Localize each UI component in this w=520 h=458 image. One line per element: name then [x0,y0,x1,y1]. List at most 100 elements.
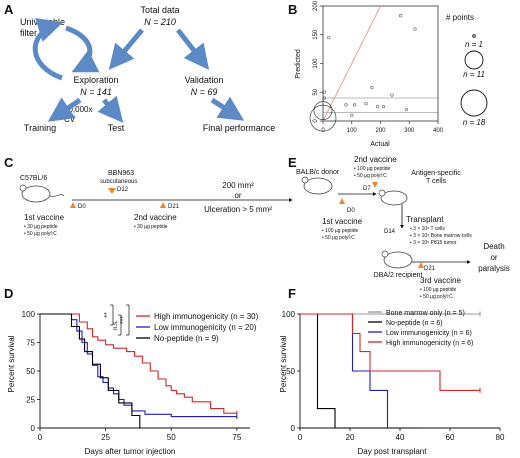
plot-b-point [327,35,331,40]
plot-d-sig-2: n.s. [113,320,119,330]
plot-d-sig-1: ** [104,312,111,318]
plot-f-legend: Bone marrow only (n = 5) No-peptide (n = … [368,310,473,347]
exploration-n: N = 141 [80,87,112,97]
plot-b-reference-lines [322,5,438,122]
cv-line1: 10,000x [64,105,92,114]
e-donor-label: BALB/c donor [296,169,340,176]
plot-b-points [309,14,417,132]
final-performance-label: Final performance [203,123,276,133]
c-d12: D12 [117,187,129,193]
univariable-filter-line2: filter [20,28,37,38]
arrow-loop-filter-up [32,18,63,81]
plot-b-point [322,96,327,100]
plot-f-xtick-label: 0 [298,433,303,442]
plot-b-xtick-label: 200 [375,128,386,134]
e-d14: D14 [384,229,396,235]
panel-a: A Total data N = 210 Univariable filter … [4,2,275,133]
plot-d-ytick-label: 75 [26,339,35,348]
panel-c-label: C [4,155,14,170]
legend-b-n11: n = 11 [463,70,485,79]
e-death-line1: Death [483,242,504,251]
e-transplant-line1: • 3 × 10⁶ T cells [410,226,445,232]
training-label: Training [24,123,56,133]
tcell-mouse-icon [378,189,408,206]
plot-d-legend-label: High immunogenicity (n = 30) [154,312,259,321]
c-vac2-marker [160,202,166,208]
cv-line2: CV [64,115,76,124]
e-death-line3: paralysis [478,264,510,273]
plot-f-ytick-label: 0 [291,424,296,433]
plot-d-xtick-label: 75 [232,433,241,442]
plot-f-ytick-label: 50 [286,367,295,376]
legend-b-n1: n = 1 [465,40,483,49]
exploration-title: Exploration [73,75,118,85]
plot-d-xlabel: Days after tumor injection [85,447,176,456]
c-vac1-line1: • 30 µg peptide [24,224,58,230]
plot-d-ytick-label: 100 [22,310,36,319]
total-data-n: N = 210 [144,17,176,27]
e-vac3-line1: • 100 µg peptide [420,287,457,293]
arrow-total-to-validation [176,28,210,70]
plot-b-point [370,85,374,90]
donor-mouse-icon [301,176,333,195]
legend-b-circle-medium [464,50,484,70]
panel-e: E BALB/c donor 2nd vaccine • 100 µg pept… [288,155,510,300]
e-vac1-title: 1st vaccine [322,217,363,226]
panel-e-label: E [288,155,297,170]
plot-d-xtick-label: 50 [167,433,176,442]
c-endpoint-line1: 200 mm² [222,181,254,190]
c-mouse-strain: C57BL/6 [20,175,47,182]
plot-d-lines [40,313,238,428]
e-vac2-title: 2nd vaccine [354,155,397,164]
e-antigen-line2: T cells [426,178,447,185]
panel-f: F 0 20 40 60 80 0 50 100 Bone marrow only (n = … [279,286,505,456]
panel-c: C C57BL/6 BBN963 subcutaneous D12 D0 1st… [4,155,293,237]
validation-title: Validation [185,75,224,85]
recipient-mouse-icon [381,250,413,269]
e-antigen-line1: Antigen-specific [411,170,461,177]
plot-b-point [344,103,348,107]
plot-b-frame [322,5,439,122]
e-vac3-title: 3rd vaccine [420,276,461,285]
plot-b-ytick-label: 50 [313,88,319,95]
plot-b-ytick-label: 0 [313,119,319,123]
plot-d-sig-3: *** [120,316,127,324]
c-tumor-line2: subcutaneous [100,179,137,185]
arrow-to-training [47,97,82,122]
plot-b-xtick-label: 300 [404,128,415,134]
plot-f-series-3 [300,313,480,391]
plot-b-point [309,104,337,132]
c-d0: D0 [78,204,86,210]
c-tumor-marker [108,188,116,194]
legend-b-circle-large [460,89,488,117]
plot-b-xtick-label: 400 [433,128,444,134]
plot-f-lines [300,311,481,429]
e-transplant-title: Transplant [406,215,444,224]
plot-f-ytick-label: 100 [282,310,296,319]
arrow-total-to-exploration [108,28,144,70]
e-d7: D7 [363,186,371,192]
plot-b-point [413,27,417,31]
plot-b-point [322,90,327,94]
c-endpoint-line2: or [234,191,241,200]
e-recipient-label: DBA/2 recipient [374,272,423,279]
plot-b-point [398,14,403,18]
plot-b-point [390,93,394,97]
e-death-line2: or [490,253,497,262]
plot-b-xtick-label: 100 [347,128,358,134]
c-vac1-line2: • 50 µg polyI:C [24,231,57,237]
e-d0: D0 [347,208,355,214]
plot-d-legend-label: No-peptide (n = 9) [154,334,219,343]
plot-f-legend-label: Low immunogenicity (n = 6) [386,330,472,337]
plot-b-ytick-label: 200 [313,0,319,11]
plot-d-series-0 [40,313,237,414]
plot-b-ytick-label: 150 [313,29,319,40]
e-vac2-marker [372,182,378,188]
panel-d: D 0 25 50 75 0 25 50 75 100 High immunogenicity … [4,286,259,456]
total-data-title: Total data [140,5,179,15]
arrow-to-final [210,96,245,121]
panel-a-label: A [4,2,14,17]
plot-b-point [381,104,386,109]
